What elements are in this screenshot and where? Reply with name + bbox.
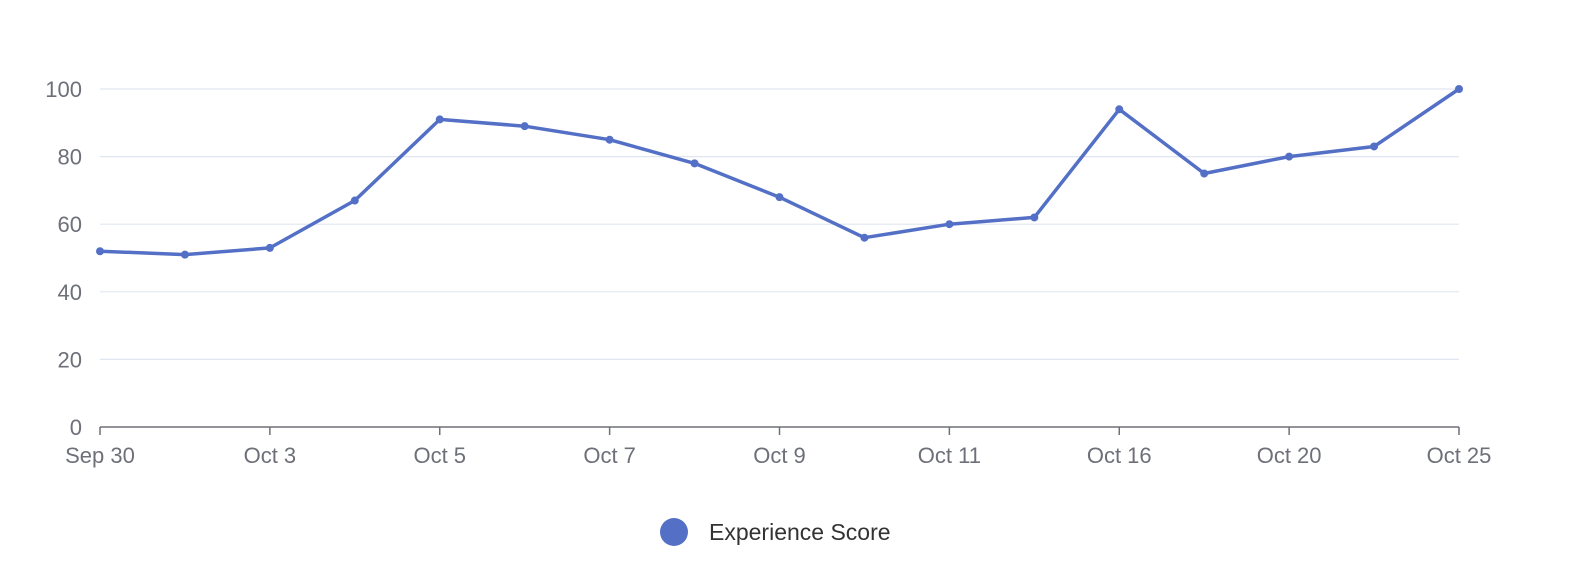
data-point — [520, 122, 529, 131]
data-point — [775, 193, 784, 202]
y-tick-label: 100 — [45, 77, 82, 102]
data-point — [180, 250, 189, 259]
data-point — [1200, 169, 1209, 178]
y-tick-label: 20 — [58, 347, 82, 372]
data-point — [1030, 213, 1039, 222]
y-tick-label: 60 — [58, 212, 82, 237]
y-tick-label: 40 — [58, 280, 82, 305]
data-point — [1115, 105, 1124, 114]
data-point — [605, 135, 614, 144]
data-point — [265, 243, 274, 252]
x-tick-label: Oct 11 — [918, 443, 981, 468]
x-tick-label: Oct 25 — [1427, 443, 1492, 468]
x-tick-label: Oct 5 — [413, 443, 466, 468]
x-tick-label: Oct 9 — [753, 443, 806, 468]
data-point — [350, 196, 359, 205]
data-point — [1370, 142, 1379, 151]
series-line — [98, 87, 1461, 257]
x-tick-label: Sep 30 — [65, 443, 135, 468]
y-tick-label: 0 — [70, 415, 82, 440]
data-point — [435, 115, 444, 124]
x-tick-label: Oct 7 — [583, 443, 636, 468]
y-tick-label: 80 — [58, 145, 82, 170]
data-point — [1285, 152, 1294, 161]
data-point — [690, 159, 699, 168]
legend-label: Experience Score — [709, 519, 891, 545]
x-tick-label: Oct 20 — [1257, 443, 1322, 468]
data-point — [945, 220, 954, 229]
x-tick-label: Oct 16 — [1087, 443, 1152, 468]
data-point — [860, 233, 869, 242]
data-point — [96, 247, 104, 256]
legend-marker-icon — [660, 518, 688, 546]
data-point — [1455, 85, 1463, 93]
x-tick-label: Oct 3 — [244, 443, 297, 468]
